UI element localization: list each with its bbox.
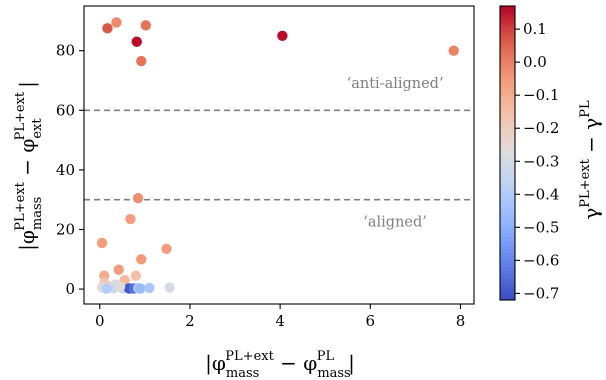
colorbar-tick-label: −0.4 (523, 185, 559, 203)
data-point (130, 270, 142, 281)
data-point (101, 283, 112, 295)
annotation-label: ‘aligned’ (363, 215, 427, 231)
colorbar-label: γPL+ext − γPL (578, 100, 603, 220)
data-point (132, 193, 144, 204)
colorbar-tick-label: −0.5 (523, 218, 559, 236)
data-point (131, 36, 142, 47)
data-point (164, 282, 175, 293)
y-axis-label: |φmassPL+ext − φextPL+ext| (13, 81, 45, 251)
data-point (161, 243, 172, 255)
colorbar-tick-label: −0.7 (523, 284, 559, 302)
data-point (102, 23, 113, 34)
data-point (136, 254, 147, 265)
y-tick-label: 60 (56, 101, 75, 119)
annotation-label: ‘anti-aligned’ (347, 76, 444, 92)
data-point (114, 281, 126, 292)
data-point (135, 283, 146, 294)
data-points (96, 17, 459, 295)
x-tick-label: 2 (185, 312, 195, 330)
plot-frame (83, 5, 475, 305)
y-tick-label: 0 (65, 280, 75, 298)
y-tick-label: 80 (56, 42, 75, 60)
data-point (111, 17, 122, 28)
colorbar-tick-label: −0.6 (523, 251, 559, 269)
colorbar-tick-label: −0.1 (523, 86, 559, 104)
colorbar-tick-label: 0.1 (523, 20, 547, 38)
x-tick-label: 8 (456, 312, 466, 330)
colorbar-gradient (499, 5, 516, 301)
y-tick-label: 20 (56, 221, 75, 239)
annotations: ‘anti-aligned’ ‘aligned’ (347, 76, 444, 231)
x-tick-label: 6 (366, 312, 376, 330)
data-point (99, 270, 110, 281)
colorbar-tick-label: −0.3 (523, 152, 559, 170)
colorbar-tick-label: −0.2 (523, 119, 559, 137)
colorbar-tick-label: 0.0 (523, 53, 547, 71)
reference-lines (84, 109, 474, 201)
x-tick-label: 0 (95, 312, 105, 330)
data-point (136, 55, 147, 67)
data-point (448, 45, 459, 56)
x-axis-label: |φmassPL+ext − φmassPL | (205, 349, 355, 380)
x-tick-label: 4 (275, 312, 285, 330)
data-point (125, 213, 136, 225)
y-tick-label: 40 (56, 161, 75, 179)
data-point (140, 20, 151, 31)
data-point (113, 264, 124, 275)
colorbar: 0.1 0.0 −0.1 −0.2 −0.3 −0.4 −0.5 −0.6 −0.7 (499, 5, 559, 302)
data-point (144, 282, 155, 294)
data-point (277, 30, 288, 41)
data-point (96, 237, 108, 249)
